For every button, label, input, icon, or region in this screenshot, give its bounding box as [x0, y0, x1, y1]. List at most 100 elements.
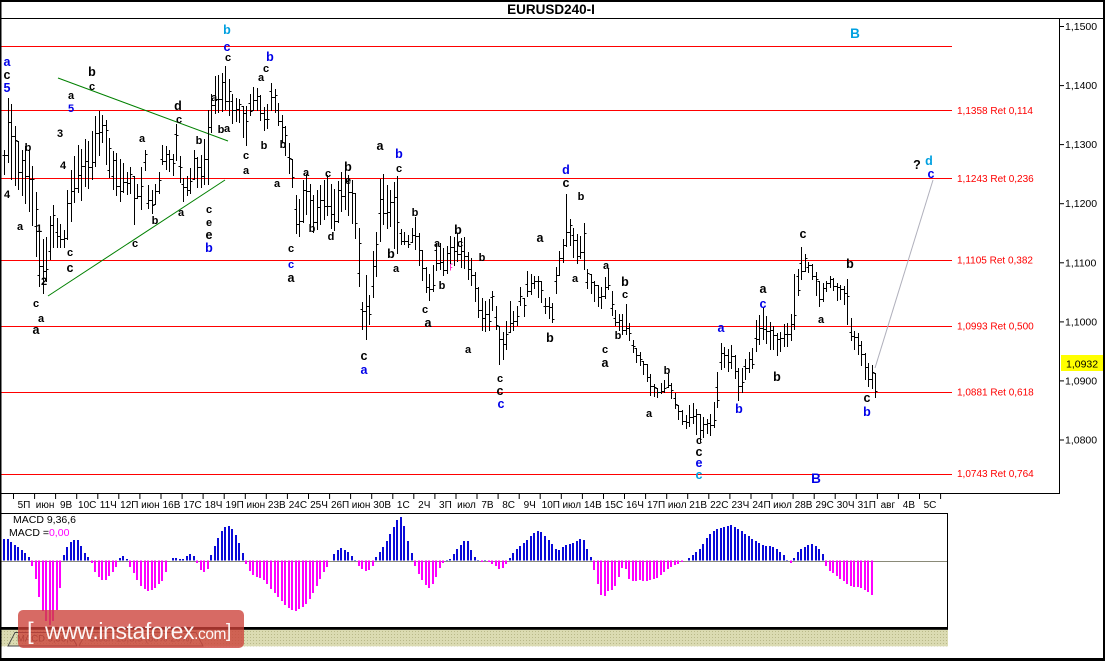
svg-text:?: ?	[913, 158, 921, 172]
svg-text:16В: 16В	[163, 500, 181, 511]
svg-text:12П: 12П	[120, 500, 138, 511]
svg-text:c: c	[396, 163, 402, 175]
svg-text:b: b	[223, 23, 231, 37]
svg-text:b: b	[196, 135, 203, 147]
svg-text:a: a	[646, 408, 653, 420]
svg-text:24П: 24П	[752, 500, 770, 511]
svg-text:c: c	[696, 435, 702, 447]
svg-text:c: c	[325, 168, 331, 180]
svg-text:26П: 26П	[331, 500, 349, 511]
svg-text:июл: июл	[562, 500, 581, 511]
svg-text:4: 4	[60, 160, 67, 172]
svg-text:d: d	[174, 99, 182, 113]
svg-text:d: d	[562, 163, 570, 177]
svg-text:c: c	[361, 349, 368, 363]
svg-text:25Ч: 25Ч	[310, 500, 328, 511]
svg-text:c: c	[288, 259, 294, 271]
svg-text:c: c	[497, 373, 503, 385]
svg-text:[: [	[27, 618, 34, 645]
svg-text:c: c	[89, 81, 95, 93]
svg-text:a: a	[139, 133, 146, 145]
svg-text:c: c	[33, 298, 39, 310]
svg-text:1,1400: 1,1400	[1065, 80, 1097, 92]
svg-text:1,0993 Ret 0,500: 1,0993 Ret 0,500	[957, 322, 1034, 333]
svg-text:c: c	[497, 384, 504, 398]
svg-text:5П: 5П	[18, 500, 31, 511]
svg-text:1,1100: 1,1100	[1065, 257, 1096, 269]
svg-text:1,1000: 1,1000	[1065, 316, 1097, 328]
svg-text:июн: июн	[36, 500, 55, 511]
svg-text:июн: июн	[246, 500, 265, 511]
svg-text:a: a	[760, 282, 768, 296]
svg-text:15С: 15С	[605, 500, 623, 511]
svg-text:a: a	[274, 178, 281, 190]
svg-text:1,1105 Ret 0,382: 1,1105 Ret 0,382	[957, 255, 1033, 266]
svg-text:24С: 24С	[289, 500, 307, 511]
svg-text:a: a	[602, 356, 610, 370]
svg-text:1,1300: 1,1300	[1065, 139, 1097, 151]
svg-text:B: B	[850, 26, 860, 41]
svg-text:21В: 21В	[689, 500, 707, 511]
svg-text:a: a	[38, 313, 45, 325]
svg-text:c: c	[800, 227, 807, 241]
svg-text:d: d	[925, 154, 933, 168]
svg-text:1,1358 Ret 0,114: 1,1358 Ret 0,114	[957, 106, 1033, 117]
svg-text:e: e	[206, 228, 213, 242]
svg-text:9Ч: 9Ч	[524, 500, 536, 511]
svg-text:28В: 28В	[795, 500, 813, 511]
svg-text:a: a	[288, 271, 296, 285]
svg-text:a: a	[537, 231, 545, 245]
svg-text:a: a	[4, 55, 12, 69]
svg-text:5С: 5С	[924, 500, 937, 511]
svg-text:b: b	[266, 50, 274, 64]
svg-text:b: b	[546, 331, 554, 345]
svg-text:c: c	[176, 114, 182, 126]
svg-text:c: c	[696, 468, 703, 482]
svg-text:1,0932: 1,0932	[1066, 359, 1098, 371]
svg-text:1С: 1С	[397, 500, 410, 511]
svg-text:b: b	[578, 191, 585, 203]
svg-text:e: e	[345, 175, 351, 187]
svg-text:23В: 23В	[268, 500, 286, 511]
svg-text:a: a	[377, 139, 385, 153]
svg-text:b: b	[412, 207, 419, 219]
svg-text:1,1500: 1,1500	[1065, 21, 1097, 33]
svg-text:4: 4	[4, 189, 11, 201]
svg-text:4В: 4В	[903, 500, 916, 511]
svg-text:июл: июл	[457, 500, 476, 511]
svg-text:c: c	[864, 391, 871, 405]
svg-text:b: b	[615, 330, 622, 342]
svg-text:1,1243 Ret 0,236: 1,1243 Ret 0,236	[957, 174, 1034, 185]
svg-text:a: a	[393, 263, 400, 275]
svg-text:c: c	[457, 238, 463, 250]
svg-text:B: B	[811, 471, 821, 486]
svg-text:MACD =0,00: MACD =0,00	[9, 527, 70, 539]
svg-text:c: c	[224, 40, 231, 54]
svg-text:b: b	[205, 241, 213, 255]
svg-text:1,1200: 1,1200	[1065, 198, 1097, 210]
svg-text:2Ч: 2Ч	[418, 500, 430, 511]
svg-text:b: b	[344, 160, 352, 174]
svg-text:a: a	[425, 316, 433, 330]
svg-text:b: b	[152, 215, 159, 227]
svg-text:c: c	[225, 52, 231, 64]
svg-text:31П: 31П	[858, 500, 876, 511]
svg-text:c: c	[4, 68, 11, 82]
svg-text:b: b	[88, 65, 96, 79]
svg-text:b: b	[773, 370, 781, 384]
svg-text:a: a	[243, 165, 250, 177]
svg-text:d: d	[328, 231, 335, 243]
svg-text:5: 5	[4, 81, 11, 95]
svg-text:8С: 8С	[502, 500, 515, 511]
svg-text:b: b	[479, 252, 486, 264]
svg-text:1,0881 Ret 0,618: 1,0881 Ret 0,618	[957, 388, 1034, 399]
svg-text:9В: 9В	[60, 500, 73, 511]
svg-text:1: 1	[36, 223, 42, 235]
svg-text:29С: 29С	[816, 500, 834, 511]
svg-text:2: 2	[41, 276, 47, 288]
svg-text:19П: 19П	[226, 500, 244, 511]
svg-text:22С: 22С	[710, 500, 728, 511]
svg-text:b: b	[309, 223, 316, 235]
svg-text:июл: июл	[773, 500, 792, 511]
svg-text:a: a	[718, 321, 726, 335]
